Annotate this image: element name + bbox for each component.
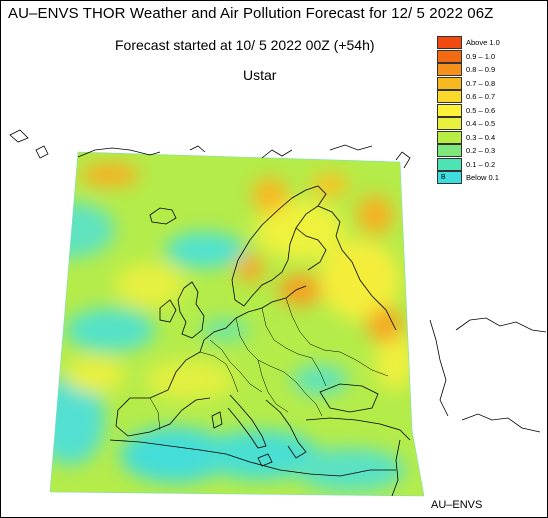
legend-label: 0.3 – 0.4 — [466, 132, 496, 142]
legend-swatch — [437, 117, 462, 130]
legend-swatch — [437, 63, 462, 76]
legend-swatch — [437, 76, 462, 90]
country-borders — [149, 297, 389, 431]
legend-label: 0.4 – 0.5 — [466, 119, 496, 128]
variable-label: Ustar — [243, 67, 277, 83]
legend-item: 0.7 – 0.8 — [437, 76, 545, 90]
legend-label: 0.7 – 0.8 — [466, 78, 496, 88]
legend-label: Above 1.0 — [466, 38, 500, 47]
legend-swatch: B — [437, 171, 462, 184]
legend-item: 0.2 – 0.3 — [437, 144, 545, 157]
legend-item: Above 1.0 — [437, 36, 545, 49]
legend-label: 0.6 – 0.7 — [466, 92, 496, 101]
legend-label: 0.8 – 0.9 — [466, 65, 496, 74]
coastlines — [9, 129, 547, 497]
credit-label: AU–ENVS — [431, 499, 483, 511]
forecast-start-subtitle: Forecast started at 10/ 5 2022 00Z (+54h… — [115, 37, 375, 53]
legend-swatch — [437, 130, 462, 144]
legend-label: 0.1 – 0.2 — [466, 159, 496, 169]
legend-item: B Below 0.1 — [437, 171, 545, 184]
legend-swatch — [437, 49, 462, 63]
legend: Above 1.0 0.9 – 1.0 0.8 – 0.9 0.7 – 0.8 … — [437, 36, 545, 188]
page-title: AU–ENVS THOR Weather and Air Pollution F… — [8, 5, 494, 22]
legend-swatch — [437, 144, 462, 157]
legend-swatch-text: B — [441, 174, 446, 181]
legend-item: 0.6 – 0.7 — [437, 90, 545, 103]
forecast-field — [50, 152, 424, 496]
legend-label: 0.5 – 0.6 — [466, 105, 496, 115]
legend-item: 0.4 – 0.5 — [437, 117, 545, 130]
legend-label: Below 0.1 — [466, 173, 499, 182]
legend-item: 0.3 – 0.4 — [437, 130, 545, 144]
legend-swatch — [437, 157, 462, 171]
legend-swatch — [437, 90, 462, 103]
legend-swatch — [437, 103, 462, 117]
legend-label: 0.2 – 0.3 — [466, 146, 496, 155]
legend-item: 0.1 – 0.2 — [437, 157, 545, 171]
legend-label: 0.9 – 1.0 — [466, 51, 496, 61]
legend-item: 0.8 – 0.9 — [437, 63, 545, 76]
legend-item: 0.5 – 0.6 — [437, 103, 545, 117]
legend-swatch — [437, 36, 462, 49]
legend-item: 0.9 – 1.0 — [437, 49, 545, 63]
